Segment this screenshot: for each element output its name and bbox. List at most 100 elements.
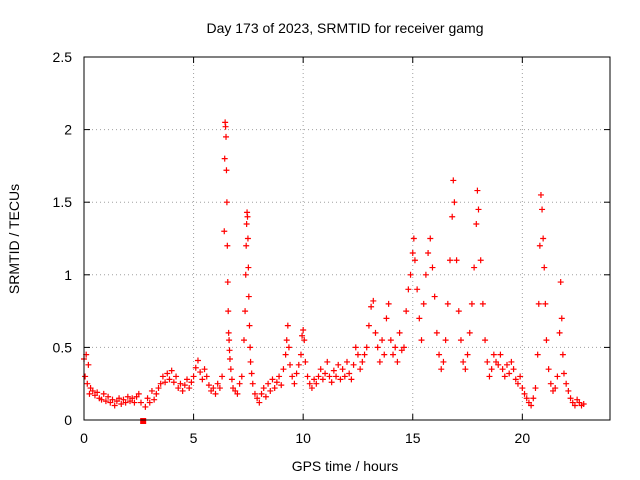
data-point (554, 373, 561, 380)
y-tick-label: 2.5 (53, 49, 73, 65)
data-point (488, 366, 495, 373)
data-point (552, 385, 559, 392)
data-point (244, 235, 251, 242)
data-point (473, 220, 480, 227)
data-point (537, 191, 544, 198)
data-point (474, 187, 481, 194)
data-point (381, 351, 388, 358)
data-point (175, 385, 182, 392)
data-point (243, 242, 250, 249)
data-point (409, 250, 416, 257)
data-point (466, 329, 473, 336)
data-point (322, 370, 329, 377)
data-point (197, 369, 204, 376)
grid (84, 57, 610, 420)
data-point (278, 382, 285, 389)
data-point (425, 250, 432, 257)
data-point (245, 293, 252, 300)
data-point (137, 399, 144, 406)
data-point (243, 220, 250, 227)
data-point (462, 366, 469, 373)
data-point (396, 329, 403, 336)
data-point (289, 373, 296, 380)
data-point (177, 380, 184, 387)
data-point (225, 308, 232, 315)
data-point (559, 351, 566, 358)
data-point (269, 376, 276, 383)
data-point (519, 385, 526, 392)
data-point (228, 376, 235, 383)
data-point (453, 257, 460, 264)
x-tick-label: 15 (405, 430, 421, 446)
data-point (256, 399, 263, 406)
data-point (365, 322, 372, 329)
data-point (571, 402, 578, 409)
data-point (245, 264, 252, 271)
data-point (363, 344, 370, 351)
data-point (352, 344, 359, 351)
data-point (335, 361, 342, 368)
data-point (157, 380, 164, 387)
data-point (477, 257, 484, 264)
data-point (521, 390, 528, 397)
data-point (354, 351, 361, 358)
data-point (109, 396, 116, 403)
data-point (221, 155, 228, 162)
data-point (394, 358, 401, 365)
data-point (129, 395, 136, 402)
data-point (422, 271, 429, 278)
data-point (223, 167, 230, 174)
data-point (164, 370, 171, 377)
data-point (565, 387, 572, 394)
data-point (370, 297, 377, 304)
chart-title: Day 173 of 2023, SRMTID for receiver gam… (206, 20, 483, 36)
y-axis-label: SRMTID / TECUs (6, 184, 22, 294)
data-point (501, 373, 508, 380)
data-point (429, 264, 436, 271)
data-point (411, 257, 418, 264)
data-point (416, 315, 423, 322)
data-point (222, 123, 229, 130)
data-point (224, 242, 231, 249)
data-point (223, 199, 230, 206)
data-point (514, 380, 521, 387)
data-point (201, 366, 208, 373)
data-point (315, 373, 322, 380)
data-point (497, 351, 504, 358)
data-point (173, 373, 180, 380)
x-tick-label: 10 (295, 430, 311, 446)
data-point (508, 358, 515, 365)
data-point (535, 300, 542, 307)
baseline-marker (140, 418, 147, 424)
data-point (464, 351, 471, 358)
ticks: 0 0.5 1 1.5 2 2.5 0 5 10 15 20 (53, 49, 610, 446)
data-point (194, 357, 201, 364)
data-point (556, 329, 563, 336)
data-point (118, 401, 125, 408)
data-point (84, 380, 91, 387)
data-point (297, 351, 304, 358)
data-point (98, 396, 105, 403)
data-point (287, 361, 294, 368)
data-point (293, 370, 300, 377)
data-point (455, 308, 462, 315)
data-point (558, 315, 565, 322)
data-point (247, 344, 254, 351)
data-point (337, 376, 344, 383)
data-point (153, 390, 160, 397)
data-point (543, 337, 550, 344)
data-point (216, 385, 223, 392)
data-point (431, 293, 438, 300)
data-point (226, 347, 233, 354)
data-point (238, 373, 245, 380)
data-point (219, 373, 226, 380)
data-point (410, 235, 417, 242)
data-point (236, 380, 243, 387)
data-point (324, 358, 331, 365)
data-point (249, 380, 256, 387)
data-point (451, 199, 458, 206)
data-point (242, 271, 249, 278)
data-point (359, 358, 366, 365)
data-point (186, 385, 193, 392)
